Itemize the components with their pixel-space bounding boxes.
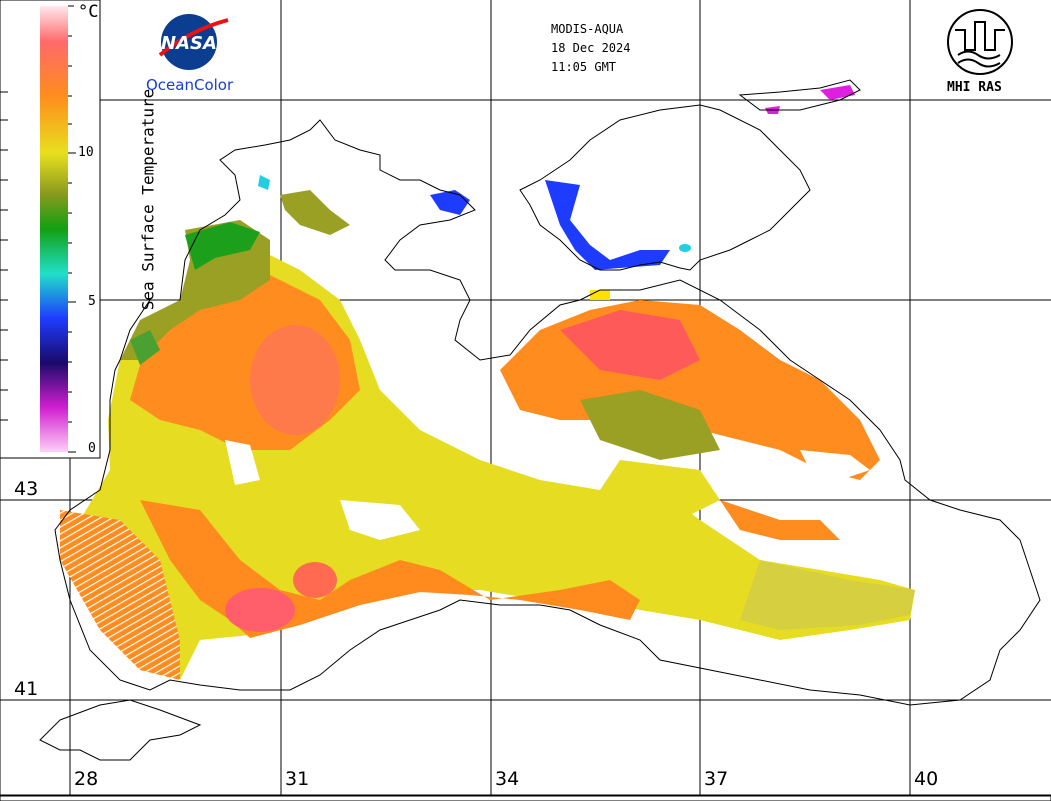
colorbar-tick-0: 0 — [88, 441, 96, 456]
mhi-logo-icon — [947, 9, 1013, 75]
lat-label-41: 41 — [14, 678, 39, 700]
svg-text:NASA: NASA — [161, 33, 217, 54]
frame-ticks — [0, 458, 1051, 801]
mhi-ras-label: MHI RAS — [947, 80, 1002, 95]
lon-label-34: 34 — [495, 768, 520, 790]
sensor-name: MODIS-AQUA — [551, 22, 624, 36]
scene-header: MODIS-AQUA 18 Dec 2024 11:05 GMT — [551, 20, 630, 77]
lat-label-43: 43 — [14, 478, 39, 500]
lon-label-28: 28 — [74, 768, 99, 790]
colorbar — [0, 0, 101, 459]
colorbar-tick-5: 5 — [88, 294, 96, 309]
colorbar-title: Sea Surface Temperature — [138, 88, 158, 311]
coastline — [39, 79, 1041, 761]
sst-field — [60, 85, 915, 680]
colorbar-unit: °C — [78, 2, 99, 22]
colorbar-ruler — [0, 91, 8, 421]
lon-label-40: 40 — [914, 768, 939, 790]
nasa-logo-icon: NASA — [158, 14, 229, 70]
lon-label-31: 31 — [285, 768, 310, 790]
scene-date: 18 Dec 2024 — [551, 41, 631, 55]
scene-time: 11:05 GMT — [551, 60, 617, 74]
oceancolor-label: OceanColor — [146, 76, 234, 94]
lon-label-37: 37 — [704, 768, 729, 790]
colorbar-tick-10: 10 — [78, 145, 94, 160]
